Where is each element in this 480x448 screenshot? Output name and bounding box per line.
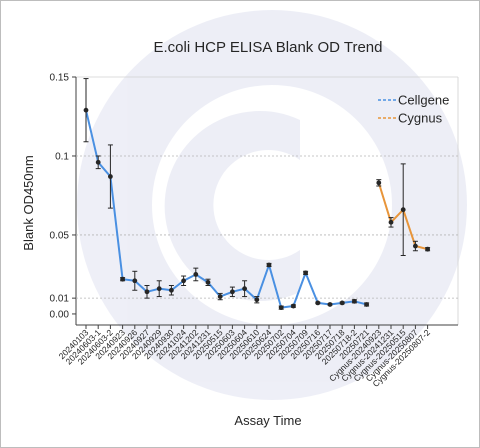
data-point xyxy=(291,303,296,309)
data-point xyxy=(205,279,211,285)
data-point xyxy=(83,107,89,113)
data-point xyxy=(400,207,406,213)
data-point xyxy=(156,286,162,292)
data-point xyxy=(352,298,357,304)
data-point xyxy=(242,286,248,292)
data-point xyxy=(266,262,272,268)
legend-item-cygnus: Cygnus xyxy=(378,111,443,126)
data-point xyxy=(230,289,235,295)
data-point xyxy=(193,272,199,277)
y-axis-title: Blank OD450nm xyxy=(21,155,36,250)
series-layer xyxy=(83,78,431,311)
x-axis-title: Assay Time xyxy=(234,413,301,428)
data-point xyxy=(376,180,382,186)
data-point xyxy=(120,276,125,282)
data-point xyxy=(181,278,187,284)
data-point xyxy=(339,300,345,306)
data-point xyxy=(315,300,321,306)
legend-item-cellgene: Cellgene xyxy=(378,93,449,108)
watermark xyxy=(77,10,467,400)
data-point xyxy=(388,219,394,225)
series-cygnus xyxy=(376,163,431,256)
legend-label: Cellgene xyxy=(398,93,449,108)
x-axis-ticks: 2024010320240603-120240603-2202409232024… xyxy=(57,325,432,389)
data-point xyxy=(254,297,260,303)
data-point xyxy=(425,246,430,252)
data-point xyxy=(413,243,418,249)
data-point xyxy=(217,294,223,299)
data-point xyxy=(108,174,113,179)
data-point xyxy=(169,287,174,293)
data-point xyxy=(132,278,138,284)
y-axis-ticks: 0.15 0.1 0.05 0.01 0.00 xyxy=(50,73,76,320)
data-point xyxy=(327,302,333,307)
plot-area xyxy=(75,76,459,326)
y-tick-label: 0.05 xyxy=(50,230,70,241)
data-point xyxy=(364,302,369,307)
y-tick-label: 0.00 xyxy=(50,309,70,320)
y-tick-label: 0.1 xyxy=(55,151,69,162)
data-point xyxy=(95,159,101,165)
legend-label: Cygnus xyxy=(398,111,443,126)
chart-title: E.coli HCP ELISA Blank OD Trend xyxy=(154,39,383,56)
data-point xyxy=(303,270,308,276)
y-tick-label: 0.01 xyxy=(50,294,70,305)
y-tick-label: 0.15 xyxy=(50,73,70,84)
legend: Cellgene Cygnus xyxy=(378,93,449,126)
data-point xyxy=(144,289,150,295)
series-cellgene xyxy=(83,78,370,311)
data-point xyxy=(278,305,284,311)
